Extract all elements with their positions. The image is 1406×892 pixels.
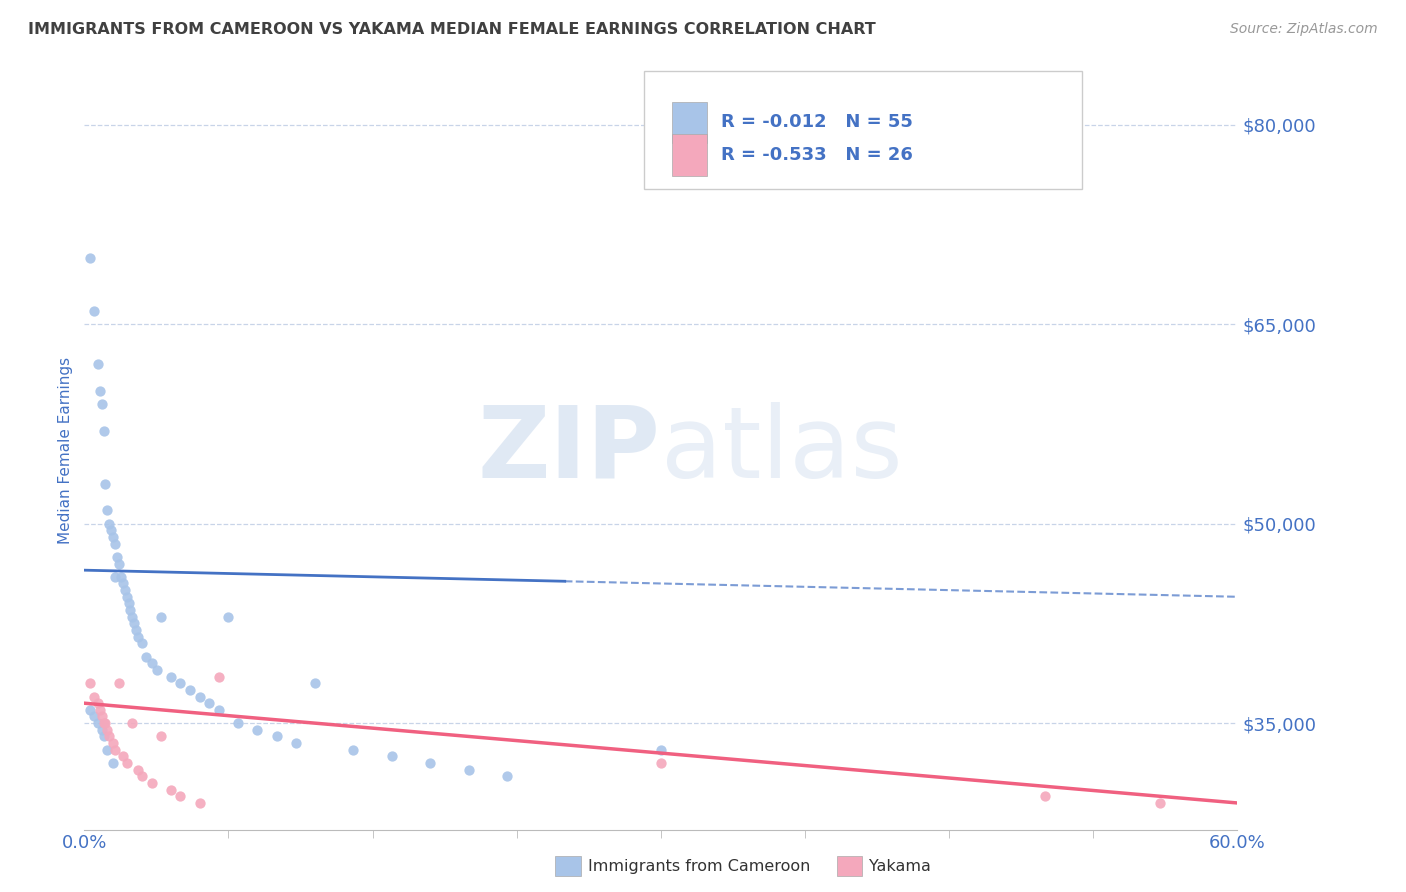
Point (104, 570, 127, 584)
Text: Immigrants from Cameroon: Immigrants from Cameroon (588, 859, 810, 873)
FancyBboxPatch shape (644, 71, 1081, 189)
Point (135, 649, 157, 664)
Point (160, 670, 183, 684)
Point (96, 503, 118, 517)
Point (304, 676, 326, 690)
Point (96, 723, 118, 737)
Point (117, 596, 139, 610)
Point (246, 723, 269, 737)
Bar (672, 135, 707, 176)
Point (124, 616, 146, 631)
Point (179, 682, 201, 697)
Point (150, 609, 173, 624)
Point (103, 530, 124, 544)
Point (89, 703, 111, 717)
Point (100, 523, 122, 537)
Point (90, 723, 112, 737)
Point (110, 570, 132, 584)
Point (381, 749, 404, 764)
Point (496, 769, 519, 783)
Point (284, 736, 307, 750)
Text: R = -0.533   N = 26: R = -0.533 N = 26 (721, 145, 912, 164)
Point (1033, 789, 1056, 804)
Point (98, 730, 121, 744)
Point (169, 676, 191, 690)
Point (125, 623, 148, 637)
Point (105, 549, 128, 564)
Point (120, 603, 142, 617)
Text: Yakama: Yakama (869, 859, 931, 873)
Point (146, 663, 169, 677)
Point (98, 516, 121, 531)
Point (93, 730, 115, 744)
Point (96, 743, 118, 757)
Text: atlas: atlas (661, 402, 903, 499)
Point (93, 424, 115, 438)
Y-axis label: Median Female Earnings: Median Female Earnings (58, 357, 73, 544)
Point (131, 769, 153, 783)
Point (419, 756, 441, 770)
Point (141, 776, 163, 790)
Point (127, 763, 149, 777)
Point (650, 743, 672, 757)
Point (111, 749, 134, 764)
Point (104, 536, 127, 550)
Point (87, 716, 110, 731)
Point (342, 743, 364, 757)
Point (103, 736, 124, 750)
Point (87, 696, 110, 710)
Point (108, 676, 131, 690)
Text: Source: ZipAtlas.com: Source: ZipAtlas.com (1230, 22, 1378, 37)
Point (141, 657, 163, 671)
Point (90, 709, 112, 723)
Point (208, 670, 231, 684)
Point (94, 476, 117, 491)
Point (198, 696, 221, 710)
Point (83, 303, 105, 318)
Point (111, 576, 134, 591)
Point (87, 357, 110, 371)
Point (218, 609, 240, 624)
Point (108, 557, 131, 571)
Point (83, 690, 105, 704)
Point (115, 756, 138, 770)
Point (115, 590, 138, 604)
Point (93, 716, 115, 731)
Text: IMMIGRANTS FROM CAMEROON VS YAKAMA MEDIAN FEMALE EARNINGS CORRELATION CHART: IMMIGRANTS FROM CAMEROON VS YAKAMA MEDIA… (28, 22, 876, 37)
Point (104, 743, 127, 757)
Point (121, 716, 143, 731)
Point (79, 703, 101, 717)
Point (121, 609, 143, 624)
Point (208, 703, 231, 717)
Point (79, 676, 101, 690)
Point (266, 730, 288, 744)
Point (131, 636, 153, 650)
Point (188, 796, 211, 810)
Bar (672, 102, 707, 144)
Point (127, 630, 149, 644)
Point (94, 716, 117, 731)
Point (457, 763, 479, 777)
Point (650, 756, 672, 770)
Point (150, 730, 173, 744)
Point (89, 384, 111, 398)
Text: R = -0.012   N = 55: R = -0.012 N = 55 (721, 113, 912, 131)
Text: ZIP: ZIP (478, 402, 661, 499)
Point (188, 690, 211, 704)
Point (103, 756, 124, 770)
Point (79, 251, 101, 265)
Point (169, 789, 191, 804)
Point (160, 782, 183, 797)
Point (114, 583, 136, 598)
Point (1149, 796, 1171, 810)
Point (226, 716, 249, 731)
Point (90, 397, 112, 411)
Point (83, 709, 105, 723)
